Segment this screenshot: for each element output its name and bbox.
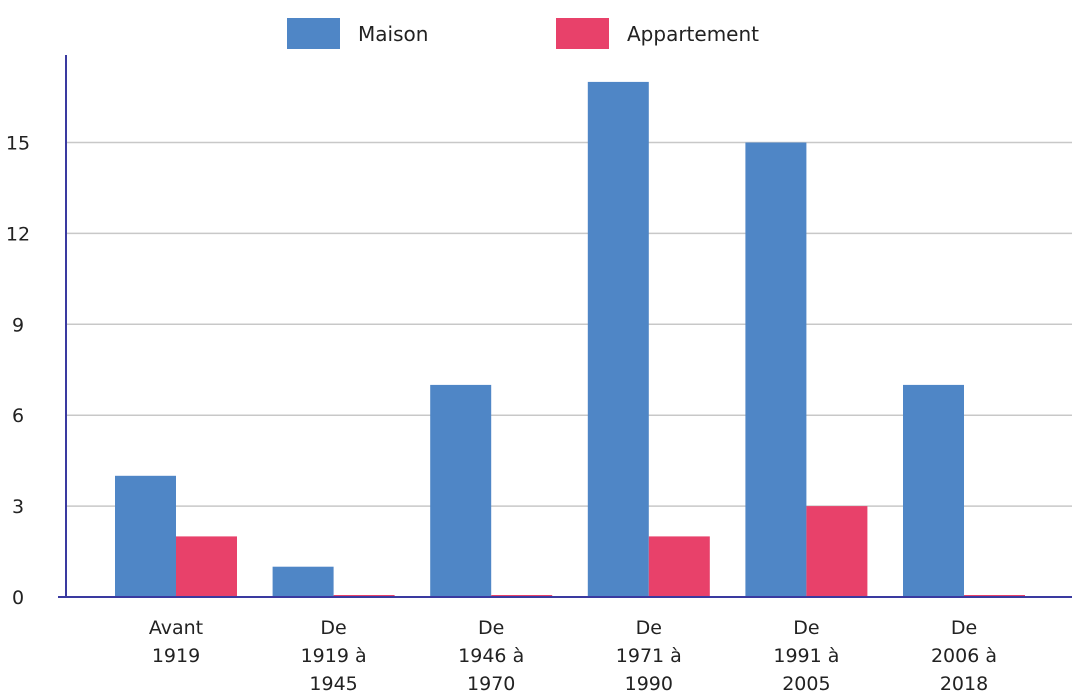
bar-maison-0 <box>115 475 176 597</box>
x-tick-label: 1945 <box>309 673 357 692</box>
y-tick-label: 3 <box>12 496 24 518</box>
y-axis-ticks: 0 3 6 9 12 15 <box>6 133 30 610</box>
axes <box>58 55 1072 598</box>
y-tick-label: 9 <box>12 314 24 336</box>
x-tick-label: 1919 <box>152 645 200 667</box>
bar-appartement-3 <box>648 536 710 597</box>
x-tick-label: 1970 <box>467 673 515 692</box>
legend-label-maison: Maison <box>358 22 428 46</box>
y-tick-label: 12 <box>6 223 30 245</box>
x-tick-label: De <box>951 617 977 639</box>
x-tick-label: 1946 à <box>458 645 524 667</box>
x-tick-label: 1991 à <box>773 645 839 667</box>
bar-maison-5 <box>903 384 964 597</box>
bar-maison-3 <box>587 81 649 597</box>
x-axis-labels: Avant 1919 De 1919 à 1945 De 1946 à 1970 De 1971 … <box>149 617 997 692</box>
x-tick-label: De <box>636 617 662 639</box>
legend-label-appartement: Appartement <box>627 22 759 46</box>
bars <box>115 81 1025 597</box>
bar-maison-1 <box>272 566 334 597</box>
legend: Maison Appartement <box>287 18 759 49</box>
legend-swatch-appartement <box>556 18 609 49</box>
bar-appartement-4 <box>806 506 868 597</box>
x-tick-label: Avant <box>149 617 203 639</box>
legend-swatch-maison <box>287 18 340 49</box>
bar-maison-2 <box>430 384 492 597</box>
bar-maison-4 <box>745 142 807 597</box>
x-tick-label: 2006 à <box>931 645 997 667</box>
x-tick-label: 2005 <box>782 673 830 692</box>
y-tick-label: 15 <box>6 133 30 155</box>
x-tick-label: 1919 à <box>301 645 367 667</box>
x-tick-label: 1971 à <box>616 645 682 667</box>
x-tick-label: 1990 <box>625 673 673 692</box>
x-tick-label: De <box>320 617 346 639</box>
y-tick-label: 0 <box>12 587 24 609</box>
x-tick-label: 2018 <box>940 673 988 692</box>
x-tick-label: De <box>793 617 819 639</box>
y-tick-label: 6 <box>12 405 24 427</box>
bar-appartement-0 <box>176 536 237 597</box>
x-tick-label: De <box>478 617 504 639</box>
